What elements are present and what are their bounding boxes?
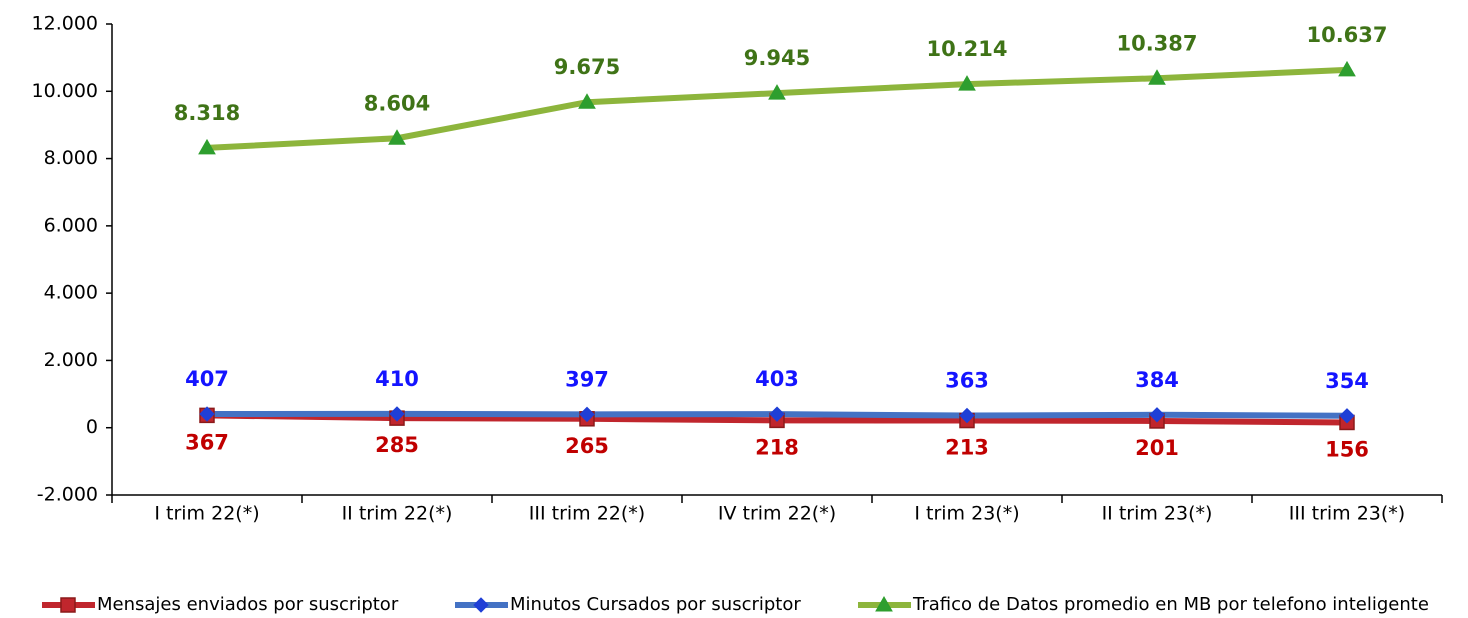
point-marker	[388, 129, 406, 145]
data-label: 410	[375, 367, 419, 391]
point-marker	[1339, 408, 1355, 424]
y-tick-label: 10.000	[32, 80, 98, 102]
data-label: 363	[945, 369, 989, 393]
legend-marker	[60, 597, 76, 613]
x-tick-label: III trim 23(*)	[1289, 503, 1405, 525]
y-tick-label: 6.000	[44, 214, 98, 236]
point-marker	[1149, 407, 1165, 423]
data-label: 397	[565, 367, 609, 391]
y-tick-label: 8.000	[44, 147, 98, 169]
data-label: 213	[945, 436, 989, 460]
y-tick-label: 4.000	[44, 282, 98, 304]
x-tick-label: II trim 22(*)	[342, 503, 453, 525]
point-marker	[768, 84, 786, 100]
data-label: 8.318	[174, 101, 240, 125]
legend-marker	[875, 595, 893, 612]
x-tick-label: I trim 22(*)	[154, 503, 259, 525]
legend-marker	[473, 597, 489, 613]
y-tick-label: -2.000	[37, 484, 98, 506]
point-marker	[389, 406, 405, 422]
y-tick-label: 0	[86, 416, 98, 438]
data-label: 8.604	[364, 91, 430, 115]
legend-label: Minutos Cursados por suscriptor	[510, 594, 801, 615]
data-label: 218	[755, 435, 799, 459]
data-label: 367	[185, 430, 229, 454]
data-label: 407	[185, 367, 229, 391]
data-label: 10.637	[1306, 23, 1387, 47]
data-label: 201	[1135, 436, 1179, 460]
data-label: 10.387	[1116, 31, 1197, 55]
data-label: 265	[565, 434, 609, 458]
y-tick-label: 12.000	[32, 13, 98, 35]
legend-label: Trafico de Datos promedio en MB por tele…	[912, 594, 1429, 615]
x-tick-label: I trim 23(*)	[914, 503, 1019, 525]
data-label: 9.675	[554, 55, 620, 79]
x-tick-label: II trim 23(*)	[1102, 503, 1213, 525]
point-marker	[198, 138, 216, 155]
data-label: 403	[755, 367, 799, 391]
point-marker	[578, 93, 596, 109]
point-marker	[958, 75, 976, 91]
data-label: 285	[375, 433, 419, 457]
x-tick-label: III trim 22(*)	[529, 503, 645, 525]
y-tick-label: 2.000	[44, 349, 98, 371]
data-label: 384	[1135, 368, 1179, 392]
data-label: 354	[1325, 369, 1369, 393]
x-tick-label: IV trim 22(*)	[718, 503, 836, 525]
data-label: 10.214	[926, 37, 1007, 61]
point-marker	[579, 406, 595, 423]
point-marker	[769, 406, 785, 422]
data-label: 9.945	[744, 46, 810, 70]
point-marker	[1148, 69, 1166, 85]
point-marker	[1338, 60, 1356, 77]
point-marker	[199, 406, 215, 422]
data-label: 156	[1325, 437, 1369, 461]
point-marker	[959, 407, 975, 424]
legend-label: Mensajes enviados por suscriptor	[97, 594, 399, 615]
